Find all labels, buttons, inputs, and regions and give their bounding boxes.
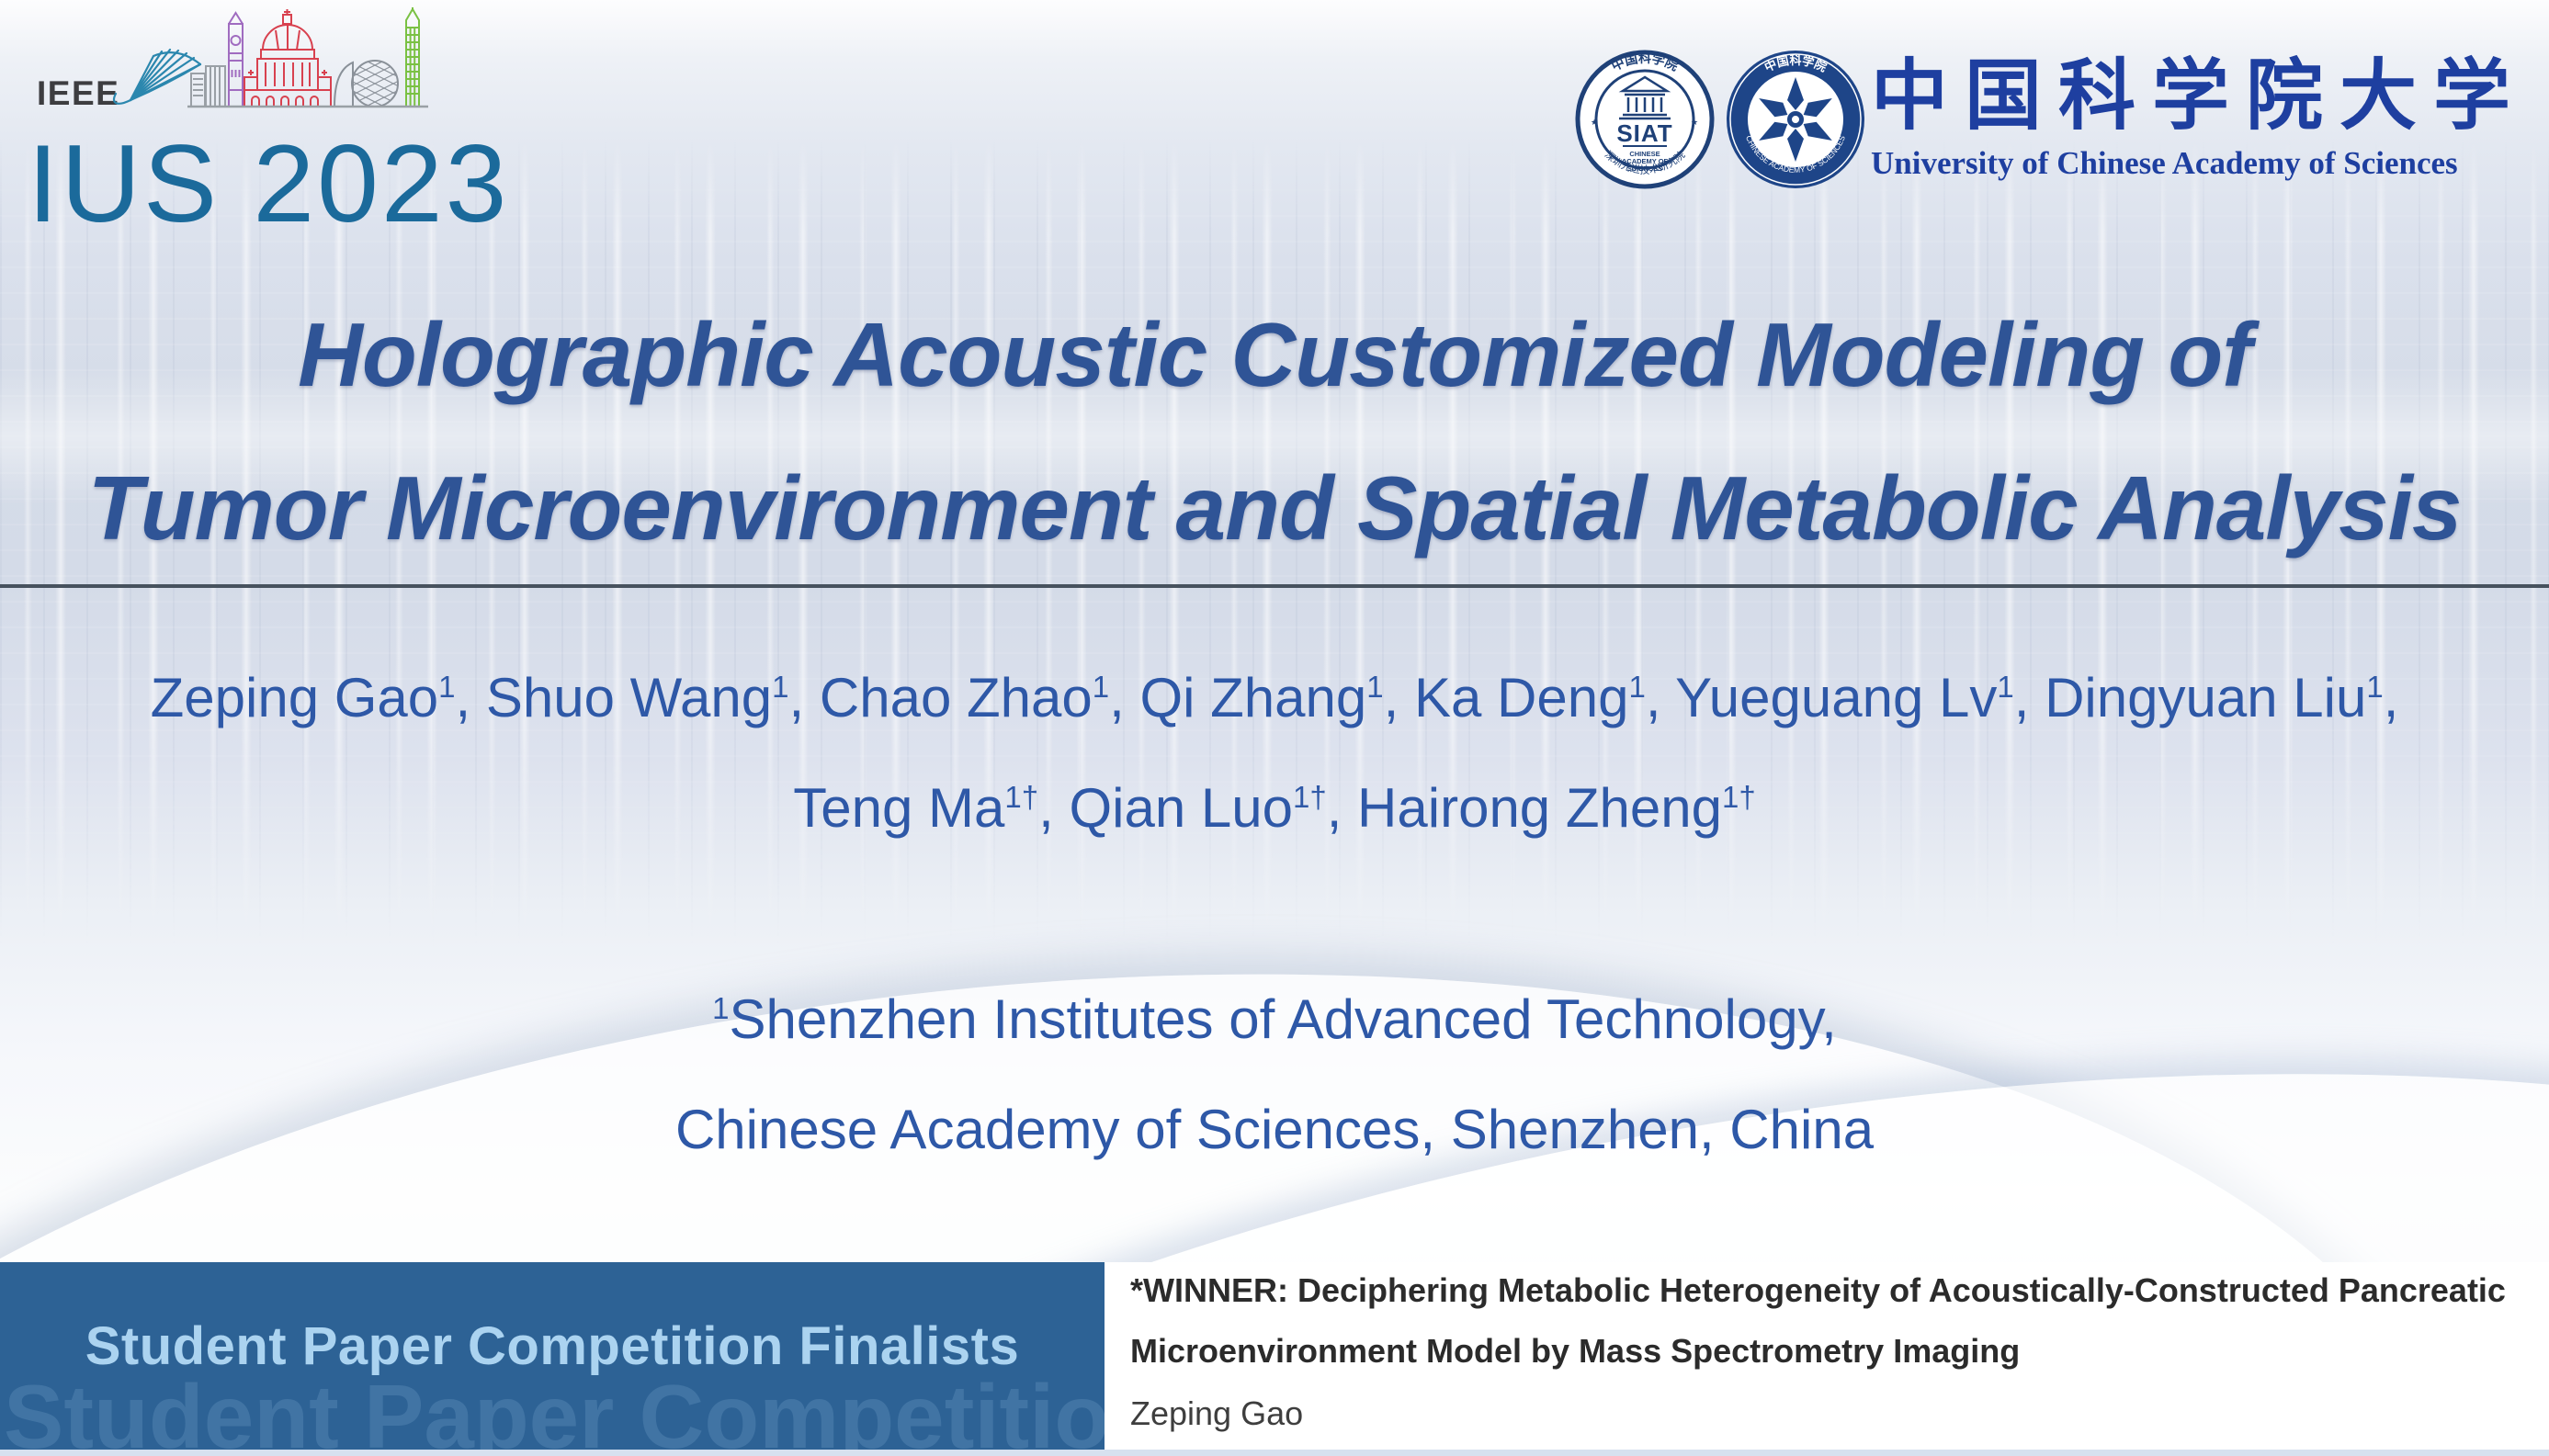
ultrasound-waveform-texture xyxy=(0,138,2549,946)
cas-seal-logo: 中国科学院 CHINESE ACADEMY OF SCIENCES xyxy=(1727,51,1864,188)
university-name-english: University of Chinese Academy of Science… xyxy=(1871,145,2458,182)
svg-text:中国科学院: 中国科学院 xyxy=(1762,53,1829,74)
siat-seal-logo: 中国科学院 深圳先进技术研究院 ★ ★ SIAT CHINESE ACADEMY… xyxy=(1575,50,1715,189)
skyline-oratory-dome-icon xyxy=(244,9,332,107)
star-icon: ★ xyxy=(1591,118,1598,127)
slide-title-line2: Tumor Microenvironment and Spatial Metab… xyxy=(87,457,2463,559)
star-icon: ★ xyxy=(1691,118,1698,127)
skyline-buildings-icon xyxy=(190,65,226,107)
university-wordmark: 中国科学院大学 University of Chinese Academy of… xyxy=(1871,54,2528,182)
affiliation-line1: 1Shenzhen Institutes of Advanced Technol… xyxy=(712,988,1837,1050)
background-glow-band xyxy=(0,367,2549,505)
siat-subtext-line1: CHINESE xyxy=(1629,150,1660,158)
skyline-clock-tower-icon xyxy=(228,11,244,107)
ius-2023-wordmark: IUS 2023 xyxy=(28,122,509,235)
banner-watermark-text: Student Paper Competition xyxy=(4,1366,1105,1450)
author-list-line1: Zeping Gao1, Shuo Wang1, Chao Zhao1, Qi … xyxy=(150,667,2399,728)
ieee-wordmark: IEEE xyxy=(37,74,119,112)
slide-title-line1: Holographic Acoustic Customized Modeling… xyxy=(298,304,2252,405)
skyline-green-tower-icon xyxy=(405,7,420,107)
siat-subtext-line2: ACADEMY OF xyxy=(1622,157,1669,165)
bottom-edge-strip xyxy=(0,1450,2549,1456)
winner-announcement-panel: *WINNER: Deciphering Metabolic Heterogen… xyxy=(1105,1262,2549,1450)
siat-acronym: SIAT xyxy=(1616,119,1672,147)
cas-ring-top-text: 中国科学院 xyxy=(1762,53,1829,74)
winner-title-line1: *WINNER: Deciphering Metabolic Heterogen… xyxy=(1130,1271,2506,1309)
winner-presenter-name: Zeping Gao xyxy=(1130,1394,1304,1432)
student-paper-competition-banner: Student Paper Competition Student Paper … xyxy=(0,1262,1105,1450)
affiliation-line2: Chinese Academy of Sciences, Shenzhen, C… xyxy=(674,1099,1875,1160)
cas-emblem-icon xyxy=(1759,77,1832,162)
author-list-line2: Teng Ma1†, Qian Luo1†, Hairong Zheng1† xyxy=(793,777,1756,839)
siat-subtext-line3: SCIENCES xyxy=(1627,164,1662,173)
title-divider-line xyxy=(0,584,2549,588)
winner-title-line2: Microenvironment Model by Mass Spectrome… xyxy=(1130,1332,2021,1370)
skyline-stadium-icon xyxy=(112,48,202,105)
ieee-ius-2023-logo: IEEE xyxy=(28,7,509,235)
siat-building-icon xyxy=(1618,75,1671,120)
university-name-chinese: 中国科学院大学 xyxy=(1871,54,2528,140)
banner-label: Student Paper Competition Finalists xyxy=(85,1316,1020,1376)
